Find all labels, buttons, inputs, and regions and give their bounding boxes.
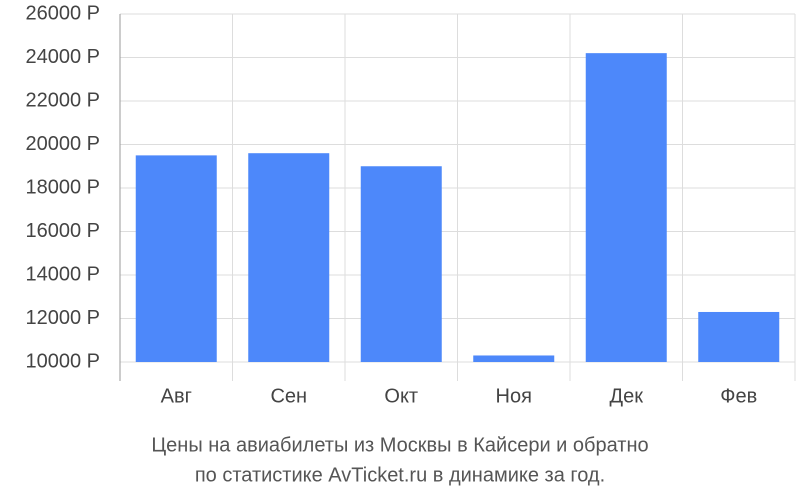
x-tick-label: Окт xyxy=(384,385,418,407)
x-tick-label: Фев xyxy=(720,385,757,407)
y-tick-label: 12000 Р xyxy=(25,307,100,329)
y-tick-label: 18000 Р xyxy=(25,176,100,198)
bar xyxy=(360,166,442,362)
y-tick-label: 26000 Р xyxy=(25,2,100,24)
bar xyxy=(248,153,330,362)
bar xyxy=(585,53,667,363)
x-tick-label: Авг xyxy=(161,385,192,407)
chart-title: Цены на авиабилеты из Москвы в Кайсери и… xyxy=(151,434,648,456)
x-tick-label: Дек xyxy=(610,385,644,407)
y-tick-label: 14000 Р xyxy=(25,263,100,285)
x-tick-label: Сен xyxy=(270,385,307,407)
y-tick-label: 10000 Р xyxy=(25,350,100,372)
y-tick-label: 22000 Р xyxy=(25,89,100,111)
x-tick-label: Ноя xyxy=(496,385,532,407)
bar xyxy=(698,311,780,362)
bar xyxy=(135,155,217,362)
y-tick-label: 20000 Р xyxy=(25,133,100,155)
y-tick-label: 16000 Р xyxy=(25,220,100,242)
bar xyxy=(473,355,555,362)
chart-subtitle: по статистике AvTicket.ru в динамике за … xyxy=(195,464,605,486)
y-tick-label: 24000 Р xyxy=(25,46,100,68)
